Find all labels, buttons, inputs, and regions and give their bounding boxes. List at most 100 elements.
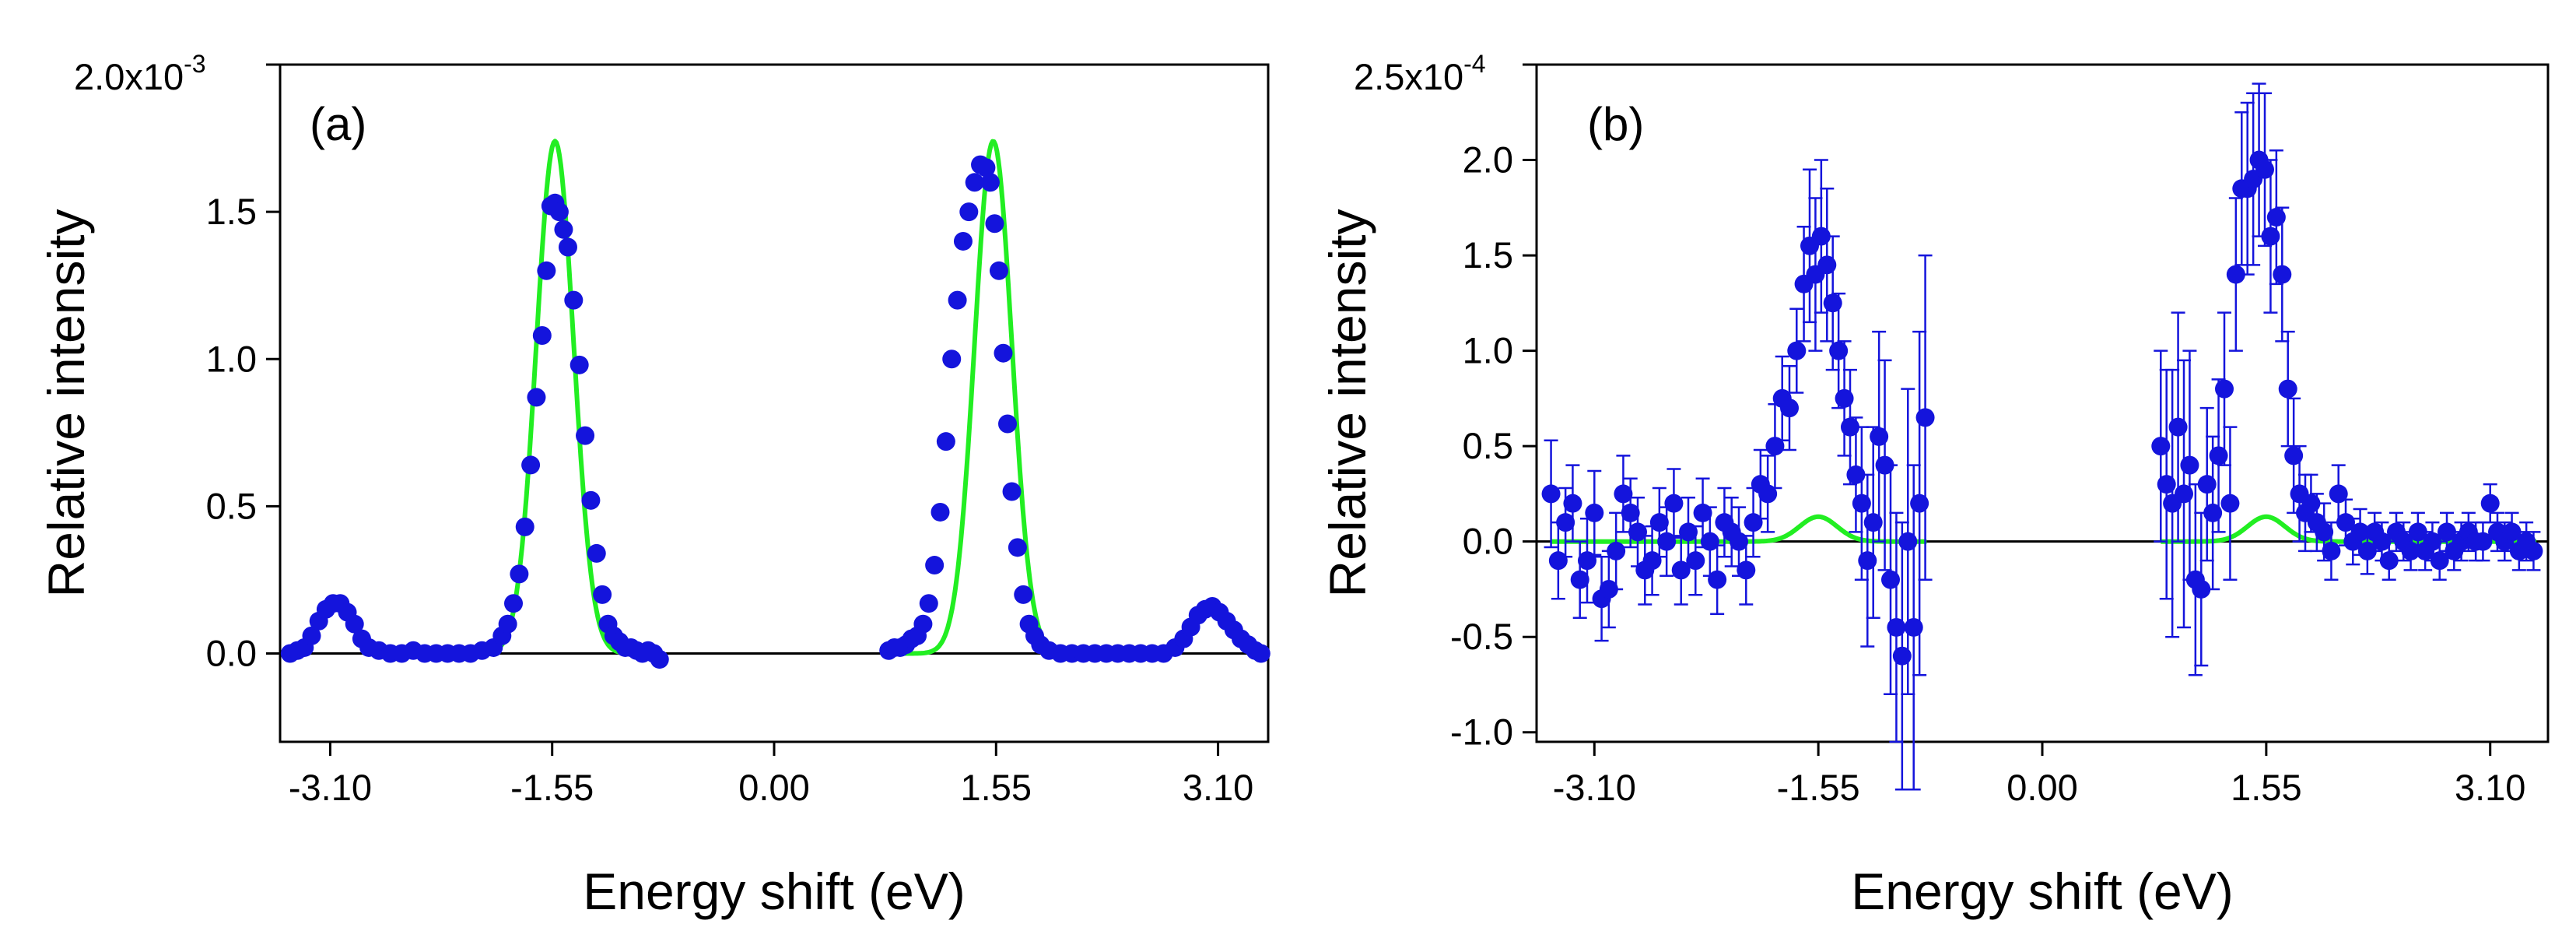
data-point xyxy=(2502,522,2522,542)
data-point xyxy=(1758,484,1778,504)
data-point xyxy=(515,517,534,536)
data-point xyxy=(576,426,595,445)
data-point xyxy=(1881,570,1900,589)
data-point xyxy=(527,388,546,407)
y-tick-label: 0.5 xyxy=(1463,425,1513,466)
y-tick-label: -0.5 xyxy=(1450,616,1513,657)
data-point xyxy=(2438,522,2456,542)
data-point xyxy=(498,614,517,634)
panel-a-y-top-label: 2.0x10-3 xyxy=(74,50,206,97)
panel-a-label: (a) xyxy=(310,98,366,150)
data-point xyxy=(2473,532,2493,551)
data-point xyxy=(1898,532,1918,551)
data-point xyxy=(2266,208,2286,227)
data-point xyxy=(1910,494,1929,513)
data-point xyxy=(948,290,967,310)
data-point xyxy=(2408,522,2427,542)
data-point xyxy=(919,594,938,613)
data-point xyxy=(1841,417,1859,437)
data-point xyxy=(1787,341,1807,360)
panel-a-y-ticks: 0.0 0.5 1.0 1.5 xyxy=(206,63,280,674)
panel-a-x-axis-label: Energy shift (eV) xyxy=(583,862,966,920)
data-point xyxy=(2255,160,2274,179)
data-point xyxy=(1563,494,1582,513)
data-point xyxy=(554,220,573,239)
data-point xyxy=(985,214,1004,234)
data-point xyxy=(510,564,529,584)
data-point xyxy=(1870,427,1889,446)
data-point xyxy=(532,326,552,345)
data-point xyxy=(549,202,569,222)
data-point xyxy=(1541,484,1561,504)
panel-b: -3.10 -1.55 0.00 1.55 3.10 -1.0 -0.5 0.0 0.5 1.0… xyxy=(1319,50,2550,920)
panel-b-data-points xyxy=(1541,83,2543,791)
data-point xyxy=(2226,265,2245,284)
data-point xyxy=(980,173,1000,192)
data-point xyxy=(1811,227,1831,246)
data-point xyxy=(1251,644,1270,663)
data-point xyxy=(2209,446,2228,465)
data-point xyxy=(1014,585,1033,604)
y-tick-label: 0.0 xyxy=(1463,521,1513,562)
data-point xyxy=(650,650,669,669)
data-point xyxy=(2151,437,2171,456)
x-tick-label: 0.00 xyxy=(738,767,809,808)
data-point xyxy=(2278,379,2297,399)
data-point xyxy=(1614,484,1633,504)
data-point xyxy=(1599,579,1618,599)
data-point xyxy=(564,290,584,310)
y-tick-label: -1.0 xyxy=(1450,711,1513,753)
data-point xyxy=(537,261,556,280)
y-tick-label: 0.0 xyxy=(206,633,257,674)
data-point xyxy=(1887,617,1906,637)
data-point xyxy=(1649,513,1669,532)
data-point xyxy=(570,355,589,374)
panel-b-y-top-mantissa: 2.5x10 xyxy=(1354,56,1463,97)
data-point xyxy=(2301,494,2321,513)
data-point xyxy=(1858,551,1877,571)
data-point xyxy=(1823,293,1842,313)
data-point xyxy=(1780,399,1799,418)
x-tick-label: -3.10 xyxy=(1553,767,1636,808)
data-point xyxy=(2401,541,2420,560)
data-point xyxy=(2192,579,2211,599)
y-tick-label: 1.5 xyxy=(1463,234,1513,276)
data-point xyxy=(2315,522,2334,542)
data-point xyxy=(1708,570,1727,589)
data-point xyxy=(504,594,524,613)
panel-a: -3.10 -1.55 0.00 1.55 3.10 0.00.51.01.5 (a) … xyxy=(37,50,1270,920)
data-point xyxy=(1008,538,1027,557)
data-point xyxy=(1904,617,1923,637)
data-point xyxy=(2175,484,2193,504)
data-point xyxy=(1686,551,1705,571)
data-point xyxy=(2357,541,2377,560)
data-point xyxy=(989,261,1008,280)
data-point xyxy=(2180,455,2199,475)
data-point xyxy=(976,158,996,177)
data-point xyxy=(345,614,364,634)
y-tick-label: 2.0 xyxy=(1463,139,1513,181)
panel-a-plot-frame xyxy=(279,63,1270,743)
panel-b-y-top-label: 2.5x10-4 xyxy=(1354,50,1486,97)
panel-a-y-axis-label: Relative intensity xyxy=(37,209,95,598)
data-point xyxy=(558,237,577,257)
data-point xyxy=(953,231,973,251)
x-tick-label: 1.55 xyxy=(2231,767,2301,808)
data-point xyxy=(1556,513,1575,532)
data-point xyxy=(959,202,979,222)
data-point xyxy=(581,490,601,510)
data-point xyxy=(2273,265,2292,284)
data-point xyxy=(2372,532,2392,551)
data-point xyxy=(2203,503,2223,522)
data-point xyxy=(998,414,1018,434)
data-point xyxy=(994,343,1013,363)
data-point xyxy=(1730,532,1748,551)
data-point xyxy=(302,626,321,645)
panel-b-y-ticks: -1.0 -0.5 0.0 0.5 1.0 1.5 2.0 xyxy=(1450,63,1537,753)
data-point xyxy=(931,502,950,522)
y-tick-label: 0.5 xyxy=(206,485,257,526)
panel-a-y-top-mantissa: 2.0x10 xyxy=(74,56,184,97)
x-tick-label: 0.00 xyxy=(2006,767,2077,808)
panel-a-x-ticks: -3.10 -1.55 0.00 1.55 3.10 xyxy=(289,742,1253,808)
x-tick-label: -1.55 xyxy=(1777,767,1860,808)
